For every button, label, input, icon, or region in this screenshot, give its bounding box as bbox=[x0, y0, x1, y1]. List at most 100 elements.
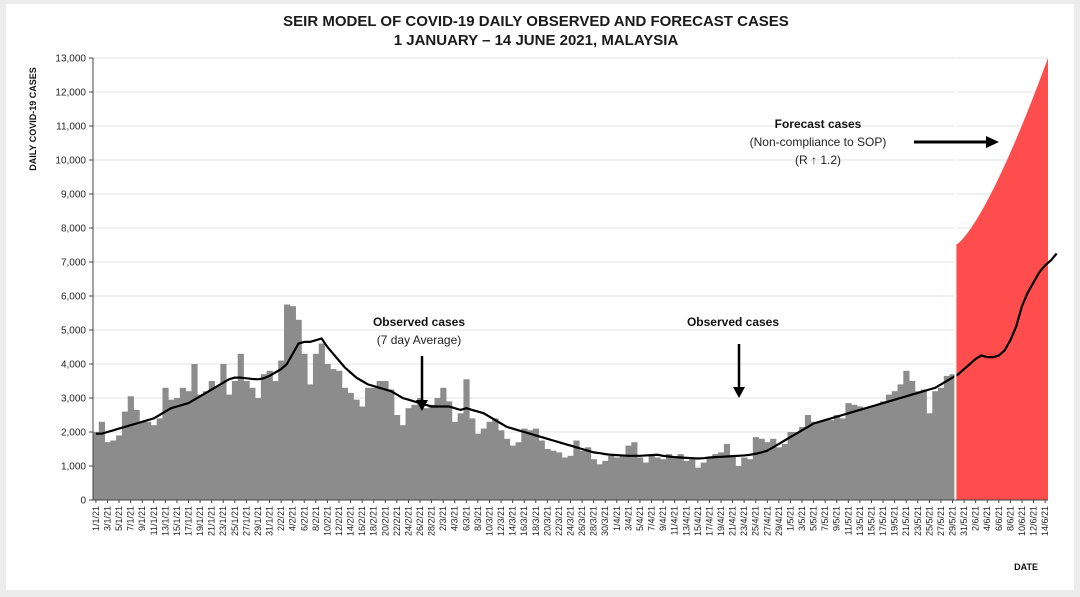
bar bbox=[231, 381, 239, 500]
bar bbox=[596, 464, 603, 500]
x-tick-label: 27/5/21 bbox=[936, 506, 946, 536]
y-tick-label: 3,000 bbox=[61, 394, 86, 405]
bar bbox=[804, 415, 812, 500]
chart-title-line2: 1 JANUARY – 14 JUNE 2021, MALAYSIA bbox=[394, 32, 679, 49]
y-tick-label: 10,000 bbox=[55, 156, 86, 167]
bar bbox=[874, 404, 881, 500]
bar bbox=[903, 370, 910, 500]
bar bbox=[741, 457, 748, 500]
y-axis-label: DAILY COVID-19 CASES bbox=[28, 67, 38, 171]
annotation-observed-arrowhead bbox=[733, 387, 745, 398]
x-tick-label: 13/5/21 bbox=[855, 506, 865, 536]
bar bbox=[590, 459, 597, 500]
bar bbox=[885, 394, 893, 500]
bar bbox=[787, 432, 794, 500]
x-tick-label: 14/3/21 bbox=[508, 506, 518, 536]
bar bbox=[735, 466, 742, 500]
x-tick-label: 15/1/21 bbox=[172, 506, 182, 536]
bar bbox=[295, 319, 302, 500]
x-tick-label: 26/3/21 bbox=[577, 506, 587, 536]
bar bbox=[480, 428, 487, 500]
x-tick-label: 31/5/21 bbox=[959, 506, 969, 536]
bar bbox=[214, 386, 221, 500]
x-tick-label: 21/1/21 bbox=[207, 506, 217, 536]
x-tick-label: 25/4/21 bbox=[751, 506, 761, 536]
bar bbox=[145, 421, 152, 500]
x-tick-label: 22/2/21 bbox=[392, 506, 402, 536]
x-tick-label: 1/4/21 bbox=[612, 506, 622, 531]
x-tick-label: 28/3/21 bbox=[589, 506, 599, 536]
bar bbox=[127, 396, 134, 500]
bar bbox=[561, 457, 569, 500]
bar bbox=[637, 457, 644, 500]
bar bbox=[376, 381, 383, 500]
x-tick-label: 16/3/21 bbox=[519, 506, 529, 536]
bar bbox=[880, 401, 887, 500]
x-tick-label: 29/1/21 bbox=[253, 506, 263, 536]
y-tick-label: 8,000 bbox=[61, 224, 86, 235]
bar bbox=[312, 353, 320, 500]
bar bbox=[891, 391, 898, 500]
bar bbox=[162, 387, 169, 500]
x-tick-label: 9/1/21 bbox=[137, 506, 147, 531]
x-tick-label: 29/4/21 bbox=[774, 506, 784, 536]
bar bbox=[139, 421, 146, 500]
y-tick-label: 12,000 bbox=[55, 88, 86, 99]
bar bbox=[625, 445, 632, 500]
bar bbox=[365, 387, 372, 500]
x-tick-label: 5/4/21 bbox=[635, 506, 645, 531]
x-tick-label: 16/2/21 bbox=[357, 506, 367, 536]
bar bbox=[897, 384, 904, 500]
bar bbox=[98, 421, 105, 500]
bar bbox=[920, 389, 927, 500]
bar bbox=[278, 360, 285, 500]
x-tick-label: 24/3/21 bbox=[566, 506, 576, 536]
bar bbox=[440, 387, 447, 500]
average-line bbox=[95, 252, 1058, 460]
bar bbox=[527, 430, 534, 500]
bar bbox=[318, 343, 325, 500]
bar bbox=[208, 381, 215, 500]
bar bbox=[411, 404, 418, 500]
x-tick-label: 17/1/21 bbox=[184, 506, 194, 536]
y-tick-label: 13,000 bbox=[55, 54, 86, 65]
x-tick-label: 7/1/21 bbox=[126, 506, 136, 531]
bar bbox=[237, 353, 244, 500]
bar bbox=[463, 379, 470, 500]
x-tick-label: 25/5/21 bbox=[924, 506, 934, 536]
bar bbox=[266, 370, 273, 500]
x-tick-label: 9/5/21 bbox=[832, 506, 842, 531]
bar bbox=[613, 457, 621, 500]
bar bbox=[399, 425, 406, 500]
annotation-forecast-title: Forecast cases bbox=[775, 117, 862, 131]
bar bbox=[503, 438, 511, 500]
bar bbox=[573, 440, 580, 500]
bar bbox=[168, 399, 175, 500]
bar bbox=[93, 432, 100, 500]
x-tick-label: 12/3/21 bbox=[496, 506, 506, 536]
bar bbox=[706, 457, 713, 500]
x-tick-label: 19/1/21 bbox=[195, 506, 205, 536]
bar bbox=[330, 369, 337, 500]
bar bbox=[272, 381, 279, 500]
bar bbox=[764, 442, 771, 500]
x-tick-label: 31/1/21 bbox=[265, 506, 275, 536]
bar bbox=[284, 304, 291, 500]
bar bbox=[150, 425, 158, 500]
bar bbox=[839, 418, 846, 500]
x-tick-label: 8/3/21 bbox=[473, 506, 483, 531]
bar bbox=[544, 449, 551, 500]
x-tick-label: 27/4/21 bbox=[762, 506, 772, 536]
bar bbox=[718, 452, 725, 500]
x-tick-label: 14/6/21 bbox=[1040, 506, 1050, 536]
bar bbox=[324, 364, 331, 500]
x-tick-label: 21/4/21 bbox=[728, 506, 738, 536]
bar bbox=[475, 433, 482, 500]
bar bbox=[926, 413, 933, 500]
y-tick-label: 5,000 bbox=[61, 326, 86, 337]
bar bbox=[185, 391, 192, 500]
y-tick-label: 7,000 bbox=[61, 258, 86, 269]
annotation-observed-avg-arrowhead bbox=[416, 400, 428, 411]
chart-title-line1: SEIR MODEL OF COVID-19 DAILY OBSERVED AN… bbox=[283, 13, 789, 30]
bar bbox=[677, 454, 684, 500]
